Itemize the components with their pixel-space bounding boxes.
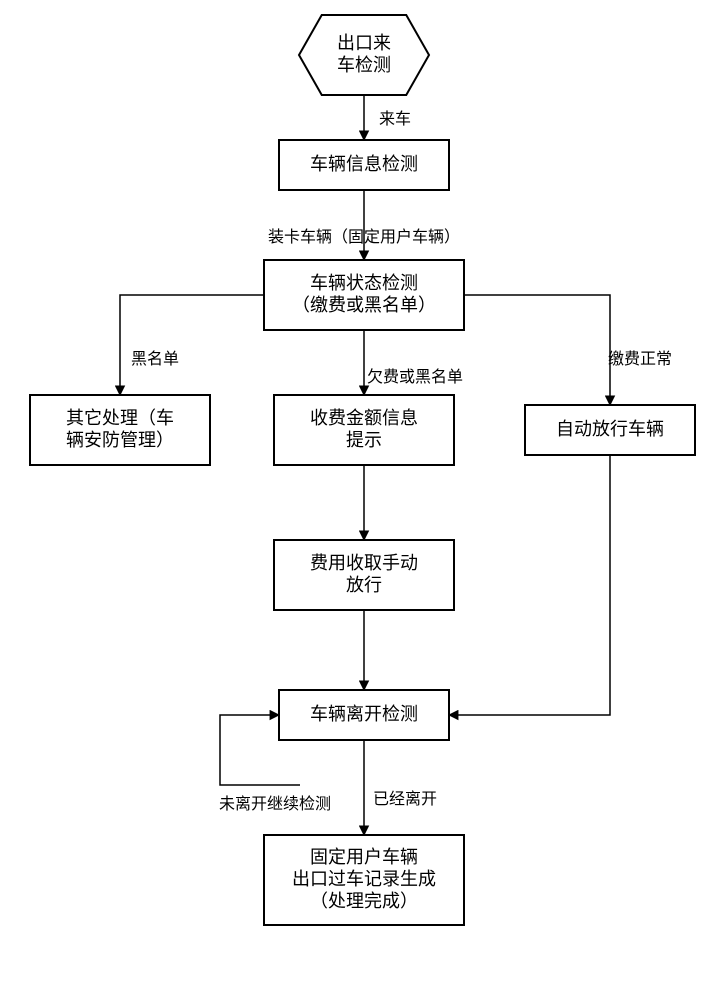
node-auto_release-line-0: 自动放行车辆 — [556, 419, 664, 439]
node-end-line-0: 固定用户车辆 — [310, 847, 418, 867]
node-info: 车辆信息检测 — [279, 140, 449, 190]
node-fee_info: 收费金额信息提示 — [274, 395, 454, 465]
edge-label-9: 未离开继续检测 — [219, 795, 331, 813]
node-fee_info-line-0: 收费金额信息 — [310, 408, 418, 428]
node-auto_release: 自动放行车辆 — [525, 405, 695, 455]
node-end: 固定用户车辆出口过车记录生成（处理完成） — [264, 835, 464, 925]
node-status: 车辆状态检测（缴费或黑名单） — [264, 260, 464, 330]
node-leave_detect: 车辆离开检测 — [279, 690, 449, 740]
flowchart-diagram: 来车装卡车辆（固定用户车辆）黑名单欠费或黑名单缴费正常已经离开未离开继续检测出口… — [0, 0, 728, 1000]
edge-4 — [464, 295, 610, 405]
node-manual_release-line-0: 费用收取手动 — [310, 553, 418, 573]
nodes-group: 出口来车检测车辆信息检测车辆状态检测（缴费或黑名单）其它处理（车辆安防管理）收费… — [30, 15, 695, 925]
edge-2 — [120, 295, 264, 395]
node-other-line-1: 辆安防管理） — [66, 430, 174, 450]
edge-label-2: 黑名单 — [131, 350, 179, 368]
node-info-line-0: 车辆信息检测 — [310, 154, 418, 174]
node-end-line-2: （处理完成） — [310, 891, 418, 911]
node-status-line-1: （缴费或黑名单） — [292, 295, 436, 315]
edge-label-4: 缴费正常 — [608, 350, 672, 368]
node-other-line-0: 其它处理（车 — [66, 408, 174, 428]
edge-label-8: 已经离开 — [373, 790, 437, 808]
node-end-line-1: 出口过车记录生成 — [292, 869, 436, 889]
node-status-line-0: 车辆状态检测 — [310, 273, 418, 293]
node-start: 出口来车检测 — [299, 15, 429, 95]
node-start-line-0: 出口来 — [337, 33, 391, 53]
edge-7 — [449, 455, 610, 715]
edge-label-3: 欠费或黑名单 — [367, 368, 463, 386]
edge-label-0: 来车 — [379, 110, 411, 128]
node-start-line-1: 车检测 — [337, 55, 391, 75]
node-fee_info-line-1: 提示 — [346, 430, 382, 450]
node-leave_detect-line-0: 车辆离开检测 — [310, 704, 418, 724]
node-manual_release-line-1: 放行 — [346, 575, 382, 595]
node-other: 其它处理（车辆安防管理） — [30, 395, 210, 465]
node-manual_release: 费用收取手动放行 — [274, 540, 454, 610]
edge-label-1: 装卡车辆（固定用户车辆） — [268, 228, 460, 246]
